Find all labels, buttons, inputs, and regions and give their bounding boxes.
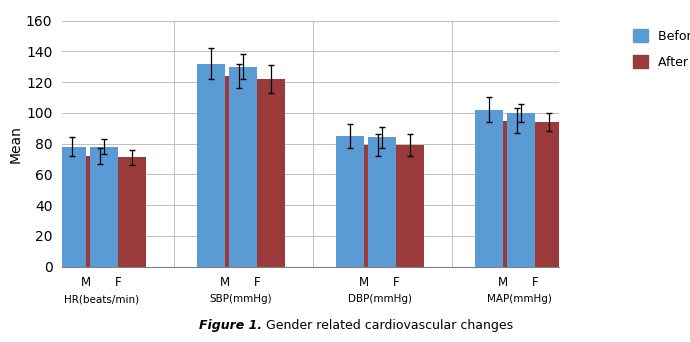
Bar [507, 113, 535, 267]
Bar [90, 147, 118, 267]
Bar [336, 136, 364, 267]
Bar [118, 158, 146, 267]
Text: HR(beats/min): HR(beats/min) [64, 294, 139, 304]
Bar [257, 79, 285, 267]
Bar [58, 147, 86, 267]
Bar [86, 156, 114, 267]
Text: DBP(mmHg): DBP(mmHg) [348, 294, 412, 304]
Text: SBP(mmHg): SBP(mmHg) [210, 294, 273, 304]
Text: MAP(mmHg): MAP(mmHg) [486, 294, 551, 304]
Bar [535, 122, 563, 267]
Bar [197, 64, 225, 267]
Legend: Before yoga, After yoga: Before yoga, After yoga [626, 22, 690, 77]
Bar [225, 76, 253, 267]
Bar [475, 110, 503, 267]
Y-axis label: Mean: Mean [9, 125, 23, 162]
Text: Figure 1.: Figure 1. [199, 319, 262, 332]
Bar [229, 67, 257, 267]
Bar [396, 145, 424, 267]
Bar [364, 145, 392, 267]
Bar [503, 121, 531, 267]
Bar [368, 137, 396, 267]
Text: Gender related cardiovascular changes: Gender related cardiovascular changes [262, 319, 513, 332]
